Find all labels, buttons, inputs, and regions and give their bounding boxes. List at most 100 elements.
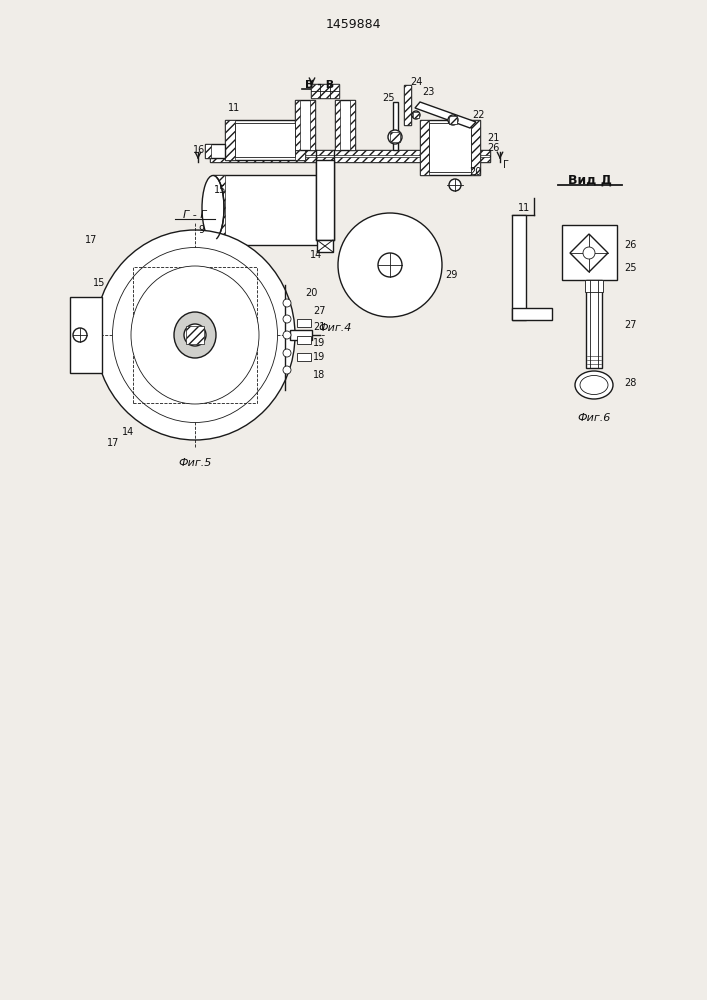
Text: 14: 14 <box>122 427 134 437</box>
Bar <box>404 85 411 125</box>
Circle shape <box>340 105 346 111</box>
Text: 11: 11 <box>228 103 240 113</box>
Text: 26: 26 <box>487 143 499 153</box>
Bar <box>471 120 480 175</box>
Circle shape <box>448 115 458 125</box>
Text: 28: 28 <box>624 378 636 388</box>
Bar <box>585 280 603 292</box>
Text: 23: 23 <box>422 87 434 97</box>
Bar <box>316 160 334 240</box>
Bar <box>133 267 257 403</box>
Text: 27: 27 <box>624 320 636 330</box>
Ellipse shape <box>202 176 224 240</box>
Bar <box>213 175 225 245</box>
Circle shape <box>304 105 310 111</box>
Text: 21: 21 <box>313 322 325 332</box>
Circle shape <box>283 349 291 357</box>
Text: 11: 11 <box>518 203 530 213</box>
Text: 1459884: 1459884 <box>325 18 381 31</box>
Text: 26: 26 <box>624 240 636 250</box>
Circle shape <box>449 179 461 191</box>
Bar <box>205 144 225 158</box>
Bar <box>512 308 552 320</box>
Bar <box>70 297 102 373</box>
Ellipse shape <box>575 371 613 399</box>
Bar <box>311 84 339 98</box>
Bar <box>420 120 429 175</box>
Bar <box>235 123 295 157</box>
Text: 15: 15 <box>214 185 226 195</box>
Polygon shape <box>415 102 476 128</box>
Ellipse shape <box>580 375 608 394</box>
Bar <box>390 132 400 142</box>
Text: 19: 19 <box>313 352 325 362</box>
Text: 19: 19 <box>313 338 325 348</box>
Bar <box>512 215 526 320</box>
Text: 29: 29 <box>445 270 457 280</box>
Bar <box>295 100 315 150</box>
Bar <box>413 112 419 118</box>
Circle shape <box>412 111 420 119</box>
Bar <box>225 120 235 160</box>
Text: 15: 15 <box>93 278 105 288</box>
Bar <box>449 116 457 124</box>
Text: 20: 20 <box>305 288 317 298</box>
Text: 22: 22 <box>472 110 484 120</box>
Circle shape <box>283 299 291 307</box>
Bar <box>335 100 355 150</box>
Text: 9: 9 <box>198 225 204 235</box>
Circle shape <box>583 247 595 259</box>
Text: В - В: В - В <box>305 80 334 90</box>
Text: 17: 17 <box>107 438 119 448</box>
Bar <box>297 353 311 361</box>
Circle shape <box>388 130 402 144</box>
Bar <box>225 120 305 160</box>
Bar <box>290 330 312 340</box>
Text: 18: 18 <box>313 370 325 380</box>
Text: 14: 14 <box>310 250 322 260</box>
Bar <box>186 326 204 344</box>
Text: Фиг.5: Фиг.5 <box>178 458 211 468</box>
Bar <box>393 102 398 150</box>
Bar <box>404 85 411 125</box>
Text: 21: 21 <box>487 133 499 143</box>
Bar <box>310 100 315 150</box>
Text: 24: 24 <box>410 77 422 87</box>
Text: Фиг.6: Фиг.6 <box>578 413 611 423</box>
Bar <box>335 100 340 150</box>
Circle shape <box>283 331 291 339</box>
Text: Вид Д: Вид Д <box>568 174 612 186</box>
Circle shape <box>283 366 291 374</box>
Bar <box>562 225 617 280</box>
Text: Фиг.4: Фиг.4 <box>318 323 351 333</box>
Text: 17: 17 <box>85 235 98 245</box>
Bar <box>210 150 490 155</box>
Bar <box>295 100 300 150</box>
Text: Г: Г <box>503 160 509 170</box>
Circle shape <box>184 324 206 346</box>
Bar <box>295 120 305 160</box>
Bar <box>297 336 311 344</box>
Text: 20: 20 <box>469 167 481 177</box>
Text: 25: 25 <box>382 93 395 103</box>
Bar <box>420 120 480 175</box>
Circle shape <box>338 213 442 317</box>
Bar <box>213 175 323 245</box>
Ellipse shape <box>174 312 216 358</box>
Bar <box>311 84 339 98</box>
Bar <box>205 144 211 158</box>
Text: 25: 25 <box>624 263 636 273</box>
Circle shape <box>378 253 402 277</box>
Bar <box>210 150 490 162</box>
Ellipse shape <box>95 230 295 440</box>
Ellipse shape <box>112 247 278 422</box>
Circle shape <box>283 315 291 323</box>
Text: Г - Г: Г - Г <box>183 210 206 220</box>
Bar <box>586 280 602 368</box>
Ellipse shape <box>131 266 259 404</box>
Text: 27: 27 <box>313 306 325 316</box>
Bar <box>210 157 490 162</box>
Circle shape <box>73 328 87 342</box>
Bar <box>429 123 471 172</box>
Bar <box>297 319 311 327</box>
